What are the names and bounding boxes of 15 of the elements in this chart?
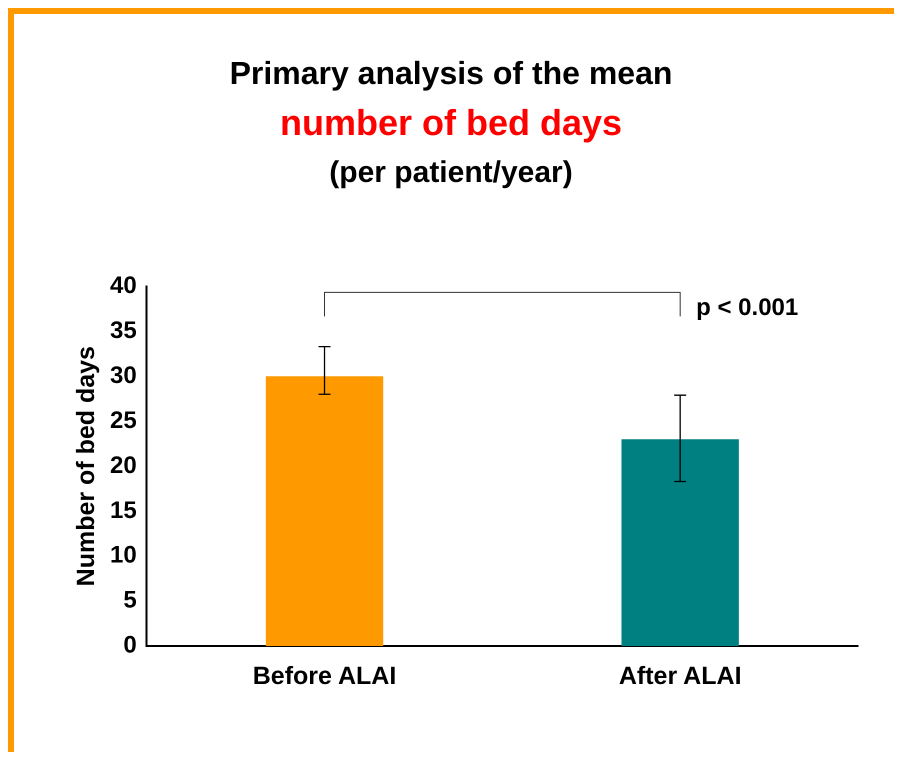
- chart-subtitle: (per patient/year): [328, 155, 574, 191]
- y-tick-label: 15: [110, 496, 137, 524]
- y-tick-label: 35: [110, 316, 137, 344]
- y-tick-label: 5: [123, 586, 137, 614]
- x-tick-label: Before ALAI: [252, 662, 396, 690]
- x-tick-label: After ALAI: [618, 662, 742, 690]
- y-tick-label: 10: [110, 542, 137, 569]
- annotation: p < 0.001: [696, 294, 798, 322]
- y-tick-label: 40: [110, 272, 137, 300]
- y-tick-label: 0: [123, 632, 137, 659]
- y-tick-label: 20: [110, 452, 137, 479]
- y-axis-title: Number of bed days: [72, 346, 100, 586]
- chart-title: Primary analysis of the mean number of bed days: [228, 54, 674, 145]
- y-tick-label: 30: [110, 362, 137, 389]
- y-tick-label: 25: [110, 406, 137, 434]
